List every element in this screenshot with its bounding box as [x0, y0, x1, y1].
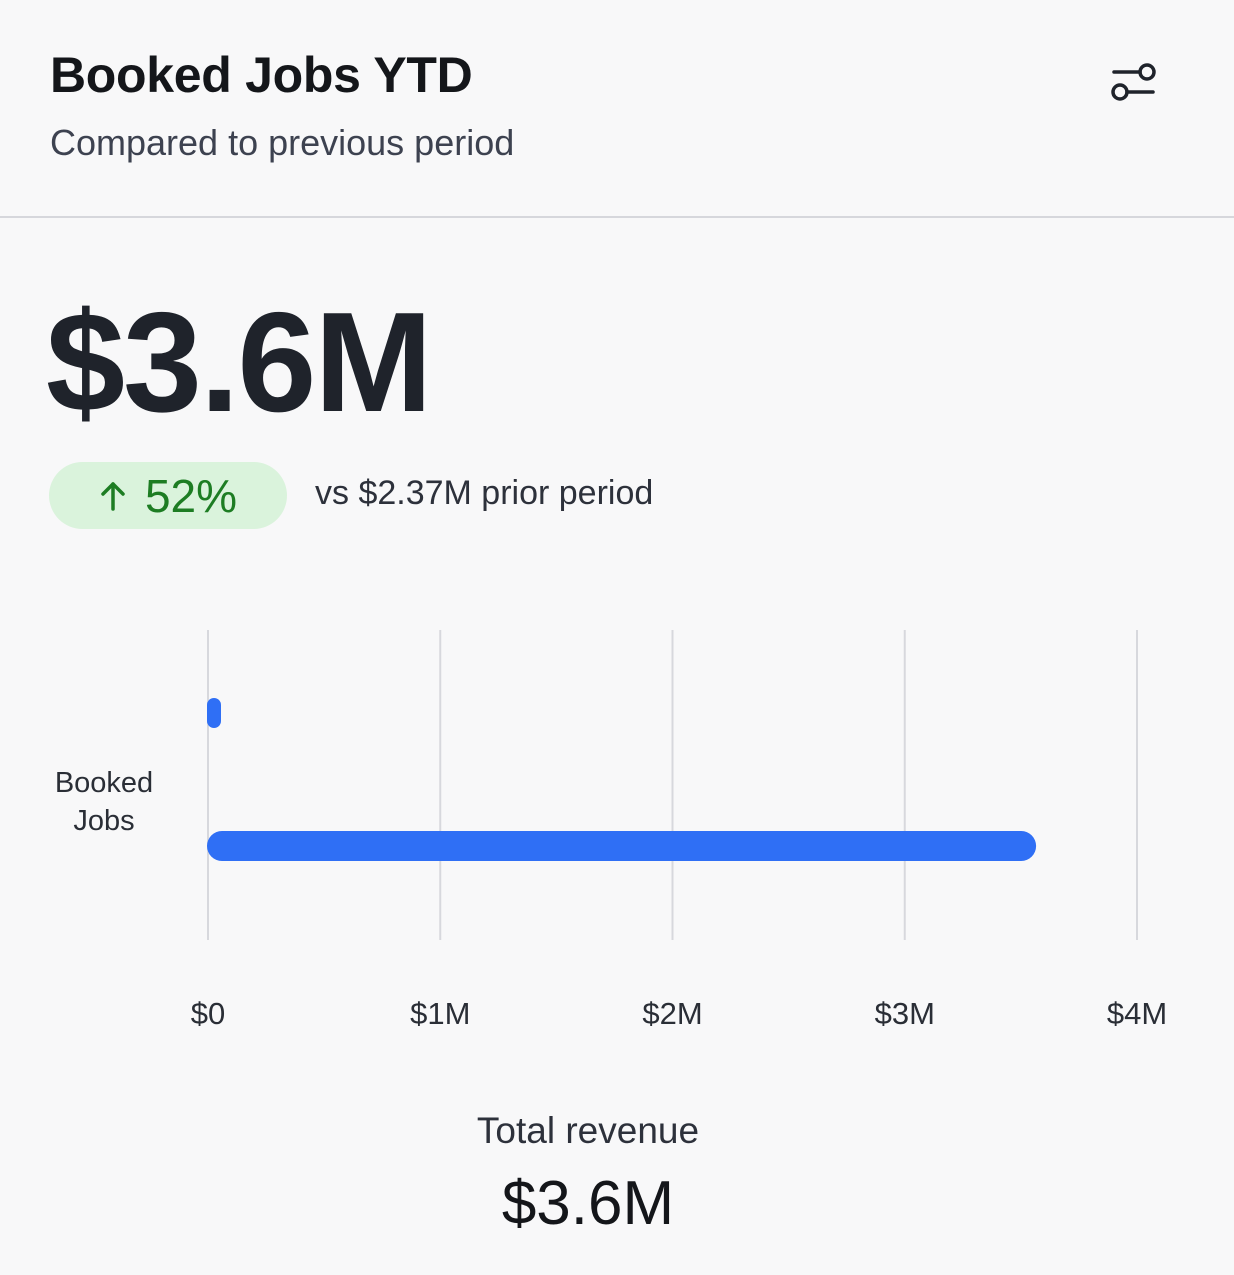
- card-header: Booked Jobs YTD Compared to previous per…: [0, 0, 1234, 218]
- total-revenue-value: $3.6M: [501, 1169, 675, 1238]
- x-tick-label: $0: [191, 996, 225, 1031]
- category-label: Booked Jobs: [54, 767, 154, 837]
- x-tick-label: $2M: [642, 996, 702, 1031]
- change-percent: 52%: [144, 469, 238, 522]
- kpi-value: $3.6M: [46, 283, 433, 442]
- bar-prior-period[interactable]: [207, 698, 221, 728]
- card-subtitle: Compared to previous period: [50, 122, 515, 163]
- x-tick-label: $3M: [875, 996, 935, 1031]
- bar-current-period[interactable]: [207, 831, 1037, 861]
- sliders-icon: [1111, 63, 1156, 101]
- arrow-up-icon: [101, 481, 125, 511]
- filter-button[interactable]: [1104, 58, 1162, 108]
- x-tick-label: $1M: [410, 996, 470, 1031]
- revenue-bar-chart: $0 $1M $2M $3M $4M: [0, 600, 1234, 1060]
- total-revenue-label: Total revenue: [476, 1110, 700, 1151]
- change-badge: 52%: [49, 462, 287, 529]
- x-tick-label: $4M: [1107, 996, 1167, 1031]
- chart-canvas: $0 $1M $2M $3M $4M: [191, 630, 1167, 1031]
- card-title: Booked Jobs YTD: [50, 47, 473, 103]
- comparison-text: vs $2.37M prior period: [315, 474, 654, 512]
